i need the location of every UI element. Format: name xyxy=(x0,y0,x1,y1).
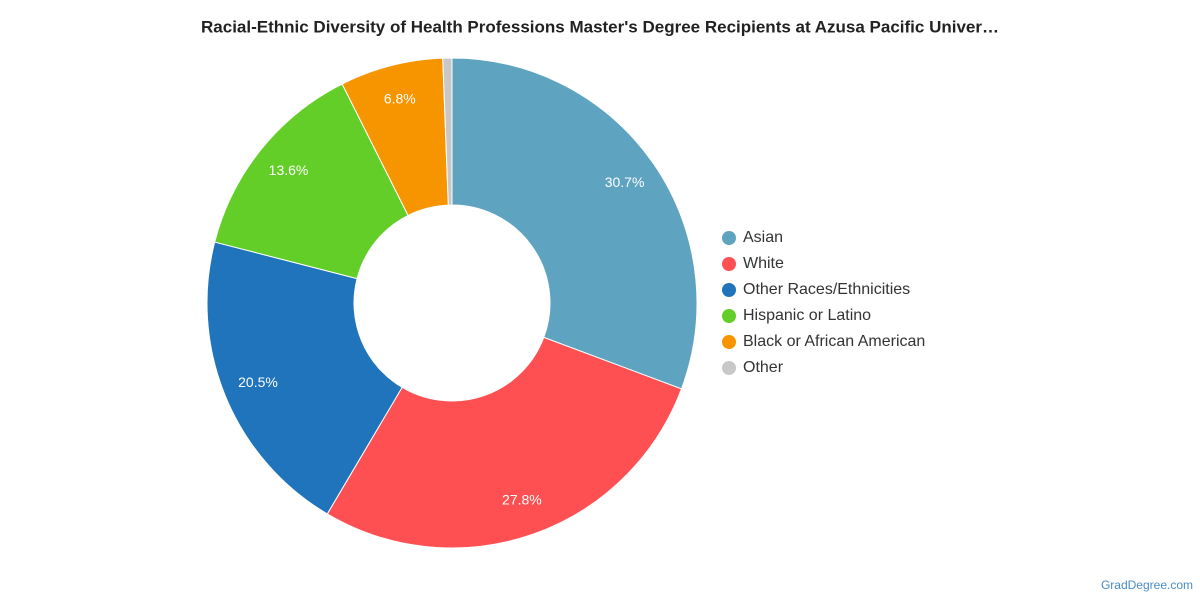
slice-label: 6.8% xyxy=(384,90,416,106)
legend-label: Asian xyxy=(743,229,783,246)
donut-slice xyxy=(206,241,403,515)
legend-marker xyxy=(722,231,736,245)
donut-slice xyxy=(451,57,698,390)
legend-marker xyxy=(722,283,736,297)
slice-label: 30.7% xyxy=(605,174,645,190)
legend-marker xyxy=(722,361,736,375)
slice-label: 20.5% xyxy=(238,374,278,390)
legend-marker xyxy=(722,257,736,271)
legend-label: Hispanic or Latino xyxy=(743,307,871,324)
legend-marker xyxy=(722,335,736,349)
chart-title: Racial-Ethnic Diversity of Health Profes… xyxy=(201,17,999,36)
legend-label: Other Races/Ethnicities xyxy=(743,281,910,298)
donut-slice xyxy=(214,83,409,280)
footer: GradDegree.com xyxy=(1101,578,1193,592)
legend-label: Other xyxy=(743,359,784,376)
slice-label: 27.8% xyxy=(502,492,542,508)
legend-label: White xyxy=(743,255,784,272)
legend-label: Black or African American xyxy=(743,333,925,350)
donut-slice xyxy=(442,57,453,206)
slice-label: 13.6% xyxy=(269,162,309,178)
legend-marker xyxy=(722,309,736,323)
donut-slice xyxy=(326,336,683,549)
